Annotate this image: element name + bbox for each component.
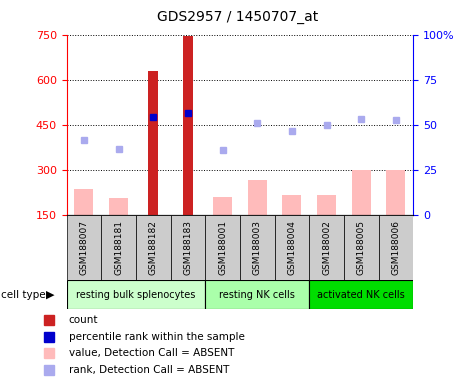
Bar xyxy=(66,280,205,309)
Text: GSM188007: GSM188007 xyxy=(79,220,88,275)
Bar xyxy=(309,280,413,309)
Bar xyxy=(136,215,171,280)
Text: ▶: ▶ xyxy=(46,290,54,300)
Text: count: count xyxy=(68,315,98,325)
Bar xyxy=(148,71,159,215)
Text: rank, Detection Call = ABSENT: rank, Detection Call = ABSENT xyxy=(68,365,229,375)
Bar xyxy=(109,199,128,215)
Bar xyxy=(213,197,232,215)
Text: GSM188181: GSM188181 xyxy=(114,220,123,275)
Bar xyxy=(386,170,406,215)
Bar xyxy=(205,280,309,309)
Text: cell type: cell type xyxy=(1,290,46,300)
Bar xyxy=(240,215,275,280)
Bar xyxy=(247,180,267,215)
Text: GSM188006: GSM188006 xyxy=(391,220,400,275)
Bar xyxy=(352,170,371,215)
Text: GSM188003: GSM188003 xyxy=(253,220,262,275)
Text: GSM188182: GSM188182 xyxy=(149,220,158,275)
Bar xyxy=(282,195,302,215)
Text: GSM188001: GSM188001 xyxy=(218,220,227,275)
Text: GDS2957 / 1450707_at: GDS2957 / 1450707_at xyxy=(157,10,318,23)
Bar xyxy=(74,189,94,215)
Bar xyxy=(309,215,344,280)
Text: value, Detection Call = ABSENT: value, Detection Call = ABSENT xyxy=(68,348,234,358)
Bar xyxy=(101,215,136,280)
Bar xyxy=(344,215,379,280)
Text: GSM188004: GSM188004 xyxy=(287,220,296,275)
Text: GSM188183: GSM188183 xyxy=(183,220,192,275)
Text: resting NK cells: resting NK cells xyxy=(219,290,295,300)
Bar xyxy=(182,36,193,215)
Bar xyxy=(379,215,413,280)
Bar xyxy=(275,215,309,280)
Text: activated NK cells: activated NK cells xyxy=(317,290,405,300)
Text: percentile rank within the sample: percentile rank within the sample xyxy=(68,331,245,342)
Bar xyxy=(205,215,240,280)
Text: resting bulk splenocytes: resting bulk splenocytes xyxy=(76,290,196,300)
Bar xyxy=(171,215,205,280)
Text: GSM188005: GSM188005 xyxy=(357,220,366,275)
Bar xyxy=(317,195,336,215)
Text: GSM188002: GSM188002 xyxy=(322,220,331,275)
Bar xyxy=(66,215,101,280)
